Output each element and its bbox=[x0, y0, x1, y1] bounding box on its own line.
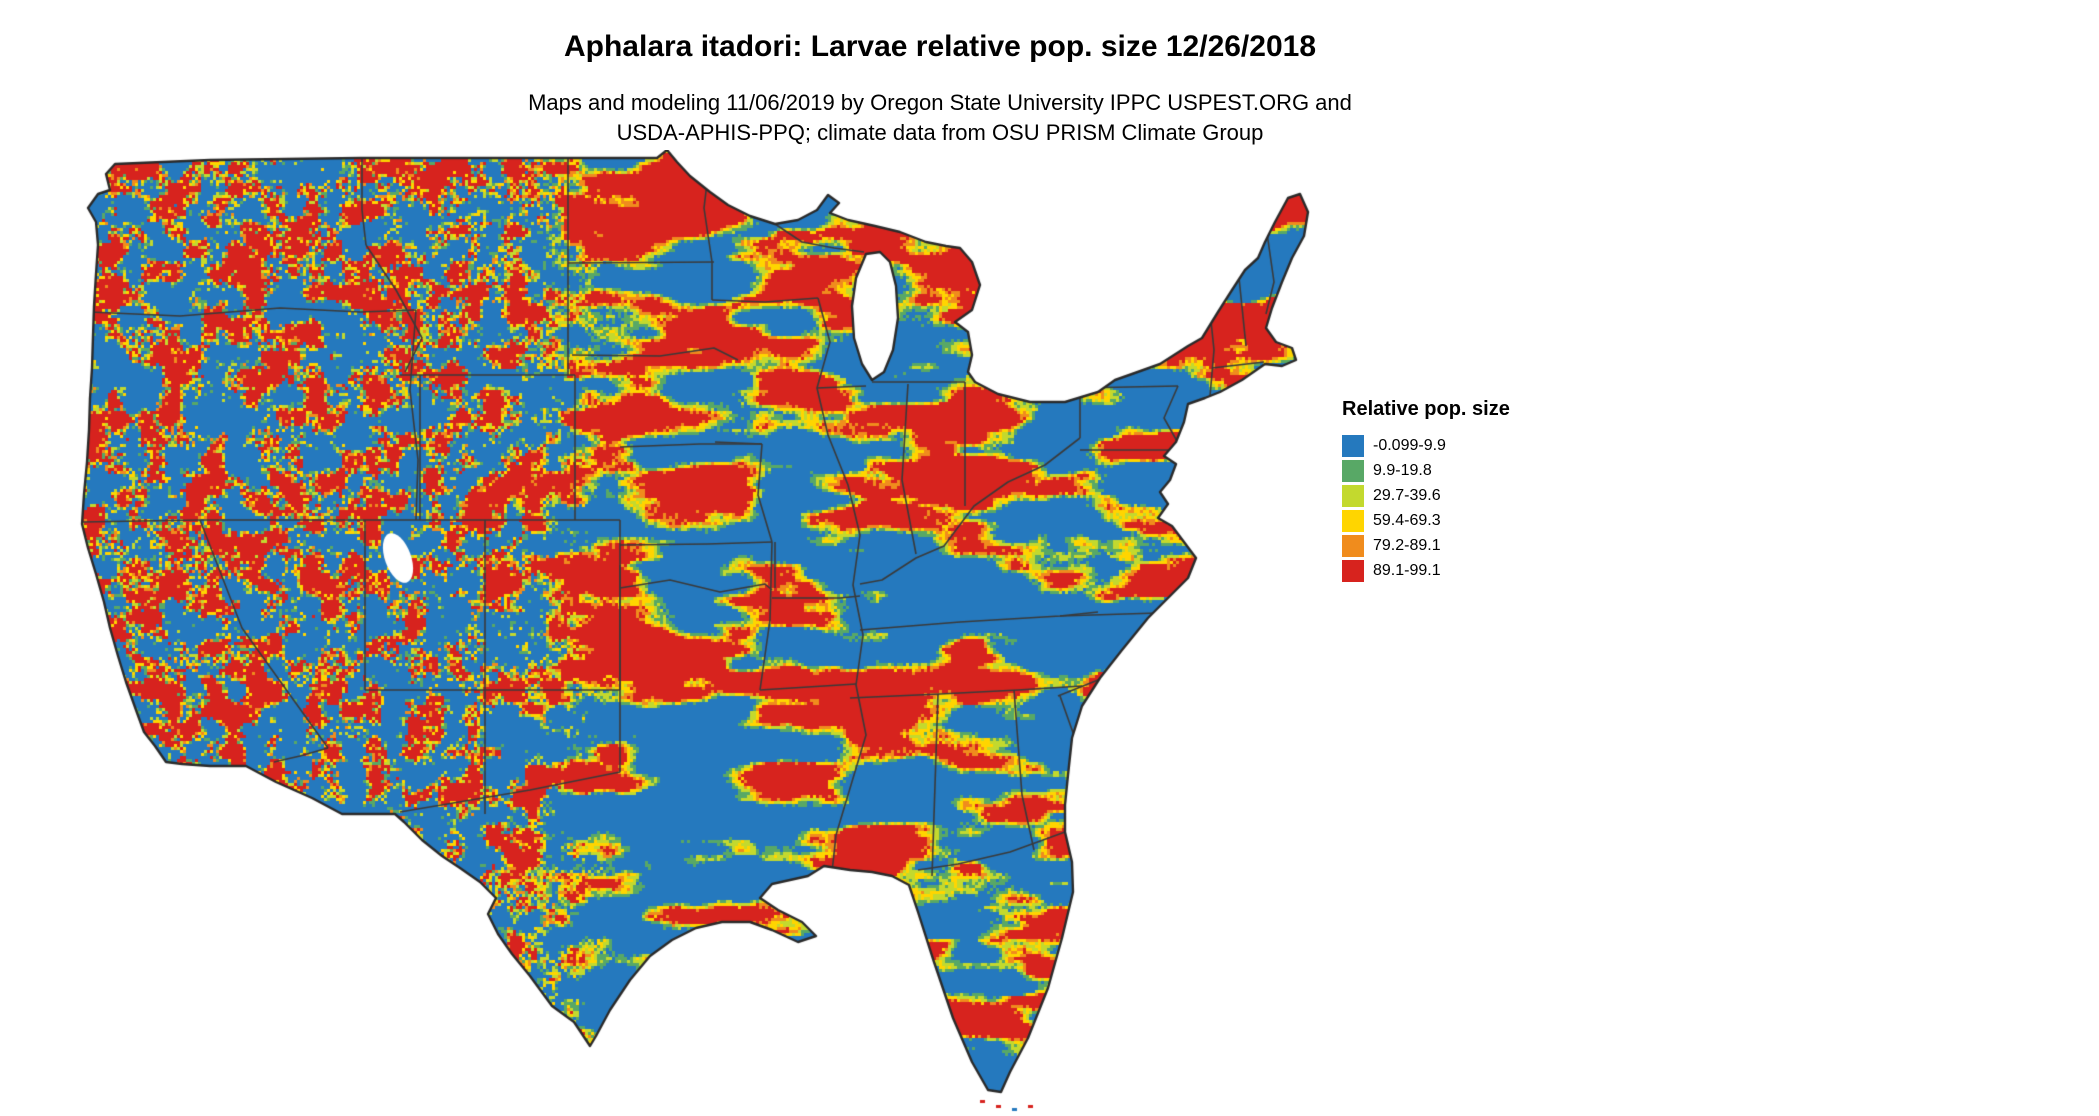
legend-swatch bbox=[1342, 434, 1364, 457]
legend-swatch bbox=[1342, 559, 1364, 582]
legend-label: 29.7-39.6 bbox=[1373, 486, 1441, 504]
legend-item: 89.1-99.1 bbox=[1342, 558, 1562, 583]
legend-label: -0.099-9.9 bbox=[1373, 436, 1446, 454]
legend-item: 9.9-19.8 bbox=[1342, 458, 1562, 483]
legend-swatch bbox=[1342, 484, 1364, 507]
legend-label: 59.4-69.3 bbox=[1373, 511, 1441, 529]
legend: Relative pop. size -0.099-9.9 9.9-19.8 29.… bbox=[1342, 398, 1562, 583]
legend-label: 89.1-99.1 bbox=[1373, 561, 1441, 579]
map-header: Aphalara itadori: Larvae relative pop. s… bbox=[0, 0, 1880, 148]
legend-title: Relative pop. size bbox=[1342, 398, 1510, 420]
legend-items: -0.099-9.9 9.9-19.8 29.7-39.6 59.4-69.3 79.2… bbox=[1342, 433, 1562, 583]
legend-item: 29.7-39.6 bbox=[1342, 483, 1562, 508]
legend-label: 9.9-19.8 bbox=[1373, 461, 1432, 479]
map-subtitle-line2: USDA-APHIS-PPQ; climate data from OSU PR… bbox=[616, 120, 1264, 145]
us-map bbox=[60, 150, 1310, 1112]
us-map-canvas bbox=[60, 150, 1310, 1112]
legend-swatch bbox=[1342, 534, 1364, 557]
legend-item: -0.099-9.9 bbox=[1342, 433, 1562, 458]
map-subtitle: Maps and modeling 11/06/2019 by Oregon S… bbox=[0, 88, 1880, 148]
legend-item: 59.4-69.3 bbox=[1342, 508, 1562, 533]
legend-item: 79.2-89.1 bbox=[1342, 533, 1562, 558]
legend-label: 79.2-89.1 bbox=[1373, 536, 1441, 554]
legend-swatch bbox=[1342, 509, 1364, 532]
map-subtitle-line1: Maps and modeling 11/06/2019 by Oregon S… bbox=[528, 90, 1352, 115]
legend-swatch bbox=[1342, 459, 1364, 482]
map-title: Aphalara itadori: Larvae relative pop. s… bbox=[563, 30, 1317, 63]
